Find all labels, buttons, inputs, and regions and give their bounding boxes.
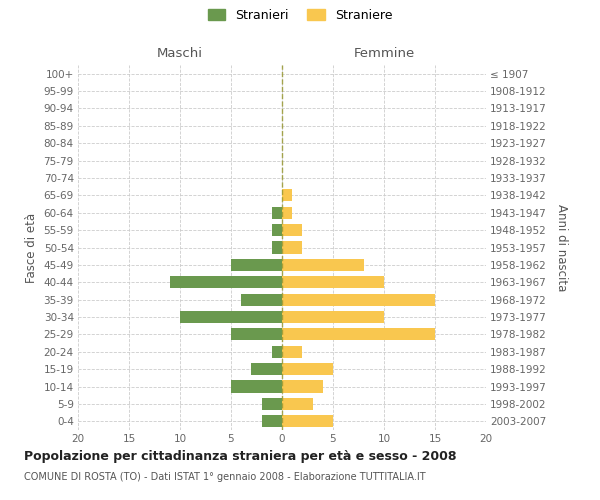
- Bar: [251, 363, 282, 375]
- Y-axis label: Fasce di età: Fasce di età: [25, 212, 38, 282]
- Bar: [282, 380, 323, 392]
- Bar: [272, 346, 282, 358]
- Bar: [272, 242, 282, 254]
- Bar: [282, 363, 333, 375]
- Bar: [170, 276, 282, 288]
- Bar: [272, 224, 282, 236]
- Bar: [262, 398, 282, 410]
- Bar: [282, 224, 302, 236]
- Bar: [231, 328, 282, 340]
- Bar: [282, 346, 302, 358]
- Bar: [282, 242, 302, 254]
- Bar: [241, 294, 282, 306]
- Text: COMUNE DI ROSTA (TO) - Dati ISTAT 1° gennaio 2008 - Elaborazione TUTTITALIA.IT: COMUNE DI ROSTA (TO) - Dati ISTAT 1° gen…: [24, 472, 425, 482]
- Bar: [282, 206, 292, 219]
- Bar: [282, 294, 435, 306]
- Text: Maschi: Maschi: [157, 47, 203, 60]
- Bar: [282, 415, 333, 428]
- Bar: [282, 259, 364, 271]
- Bar: [231, 259, 282, 271]
- Text: Femmine: Femmine: [353, 47, 415, 60]
- Text: Popolazione per cittadinanza straniera per età e sesso - 2008: Popolazione per cittadinanza straniera p…: [24, 450, 457, 463]
- Bar: [282, 398, 313, 410]
- Bar: [282, 311, 384, 323]
- Legend: Stranieri, Straniere: Stranieri, Straniere: [205, 6, 395, 24]
- Bar: [272, 206, 282, 219]
- Bar: [282, 328, 435, 340]
- Bar: [262, 415, 282, 428]
- Y-axis label: Anni di nascita: Anni di nascita: [555, 204, 568, 291]
- Bar: [282, 276, 384, 288]
- Bar: [231, 380, 282, 392]
- Bar: [180, 311, 282, 323]
- Bar: [282, 190, 292, 202]
